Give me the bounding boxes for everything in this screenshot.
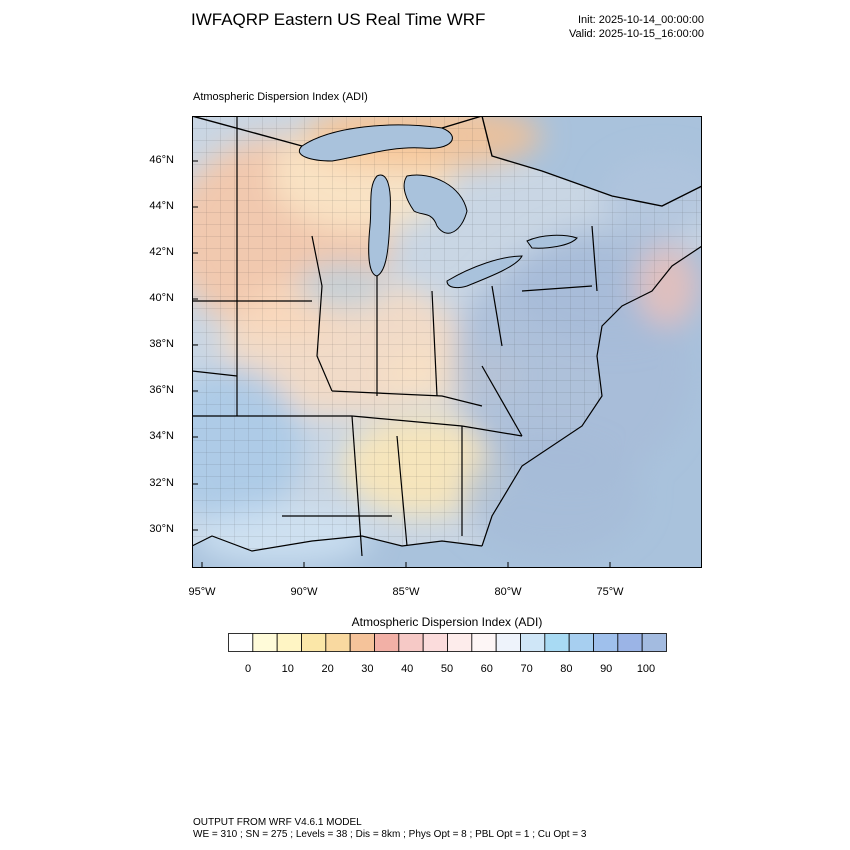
- county-lines: [192, 116, 702, 551]
- colorbar-swatch: [593, 633, 619, 652]
- colorbar-swatch: [520, 633, 546, 652]
- init-valid-times: Init: 2025-10-14_00:00:00 Valid: 2025-10…: [560, 13, 704, 41]
- colorbar-label: 50: [440, 663, 454, 675]
- lon-label: 95°W: [188, 586, 216, 598]
- adi-map: [192, 116, 702, 568]
- map-title: Atmospheric Dispersion Index (ADI): [193, 91, 368, 103]
- colorbar-label: 40: [401, 663, 414, 675]
- lat-label: 38°N: [149, 338, 174, 350]
- colorbar-swatch: [252, 633, 278, 652]
- colorbar-label: 90: [600, 663, 613, 675]
- colorbar-swatch: [228, 633, 254, 652]
- colorbar-label: 100: [636, 663, 656, 675]
- gulf-coastline: [192, 535, 483, 552]
- lat-label: 44°N: [149, 200, 174, 212]
- lake-huron: [403, 174, 468, 234]
- valid-time: Valid: 2025-10-15_16:00:00: [569, 28, 704, 40]
- lon-label: 80°W: [494, 586, 522, 598]
- colorbar-swatch: [617, 633, 643, 652]
- lake-superior: [299, 124, 453, 162]
- colorbar-label: 0: [244, 663, 252, 675]
- footer-line-1: OUTPUT FROM WRF V4.6.1 MODEL: [193, 817, 362, 828]
- colorbar-swatch: [471, 633, 497, 652]
- colorbar-swatch: [495, 633, 521, 652]
- lat-label: 46°N: [149, 154, 174, 166]
- init-time: Init: 2025-10-14_00:00:00: [578, 14, 704, 26]
- lat-label: 30°N: [149, 523, 174, 535]
- colorbar-label: 70: [520, 663, 533, 675]
- footer-line-2: WE = 310 ; SN = 275 ; Levels = 38 ; Dis …: [193, 829, 587, 840]
- lat-label: 36°N: [149, 384, 174, 396]
- colorbar-label: 30: [361, 663, 374, 675]
- colorbar-label: 80: [560, 663, 573, 675]
- lon-label: 75°W: [596, 586, 624, 598]
- lon-label: 85°W: [392, 586, 420, 598]
- model-info-footer: OUTPUT FROM WRF V4.6.1 MODEL WE = 310 ; …: [193, 817, 586, 841]
- colorbar-title: Atmospheric Dispersion Index (ADI): [351, 615, 543, 629]
- colorbar-swatch: [641, 633, 667, 652]
- figure-title: IWFAQRP Eastern US Real Time WRF: [191, 10, 486, 29]
- colorbar-label: 20: [321, 663, 334, 675]
- canada-border: [192, 116, 702, 207]
- colorbar-label: 60: [480, 663, 493, 675]
- colorbar: [228, 633, 667, 652]
- colorbar-swatch: [568, 633, 594, 652]
- lat-label: 34°N: [149, 430, 174, 442]
- atlantic-coastline: [481, 245, 702, 547]
- colorbar-swatch: [276, 633, 302, 652]
- colorbar-swatch: [325, 633, 351, 652]
- colorbar-swatch: [301, 633, 327, 652]
- lake-michigan: [368, 174, 391, 277]
- colorbar-swatch: [544, 633, 570, 652]
- colorbar-swatch: [349, 633, 375, 652]
- colorbar-swatch: [374, 633, 400, 652]
- lake-ontario: [526, 234, 578, 249]
- axis-ticks: [192, 160, 611, 568]
- colorbar-swatch: [398, 633, 424, 652]
- lat-label: 32°N: [149, 477, 174, 489]
- lat-label: 42°N: [149, 246, 174, 258]
- colorbar-swatch: [447, 633, 473, 652]
- state-borders: [192, 116, 598, 557]
- colorbar-swatch: [422, 633, 448, 652]
- lon-label: 90°W: [290, 586, 318, 598]
- lake-erie: [446, 255, 523, 289]
- colorbar-label: 10: [281, 663, 294, 675]
- lat-label: 40°N: [149, 292, 174, 304]
